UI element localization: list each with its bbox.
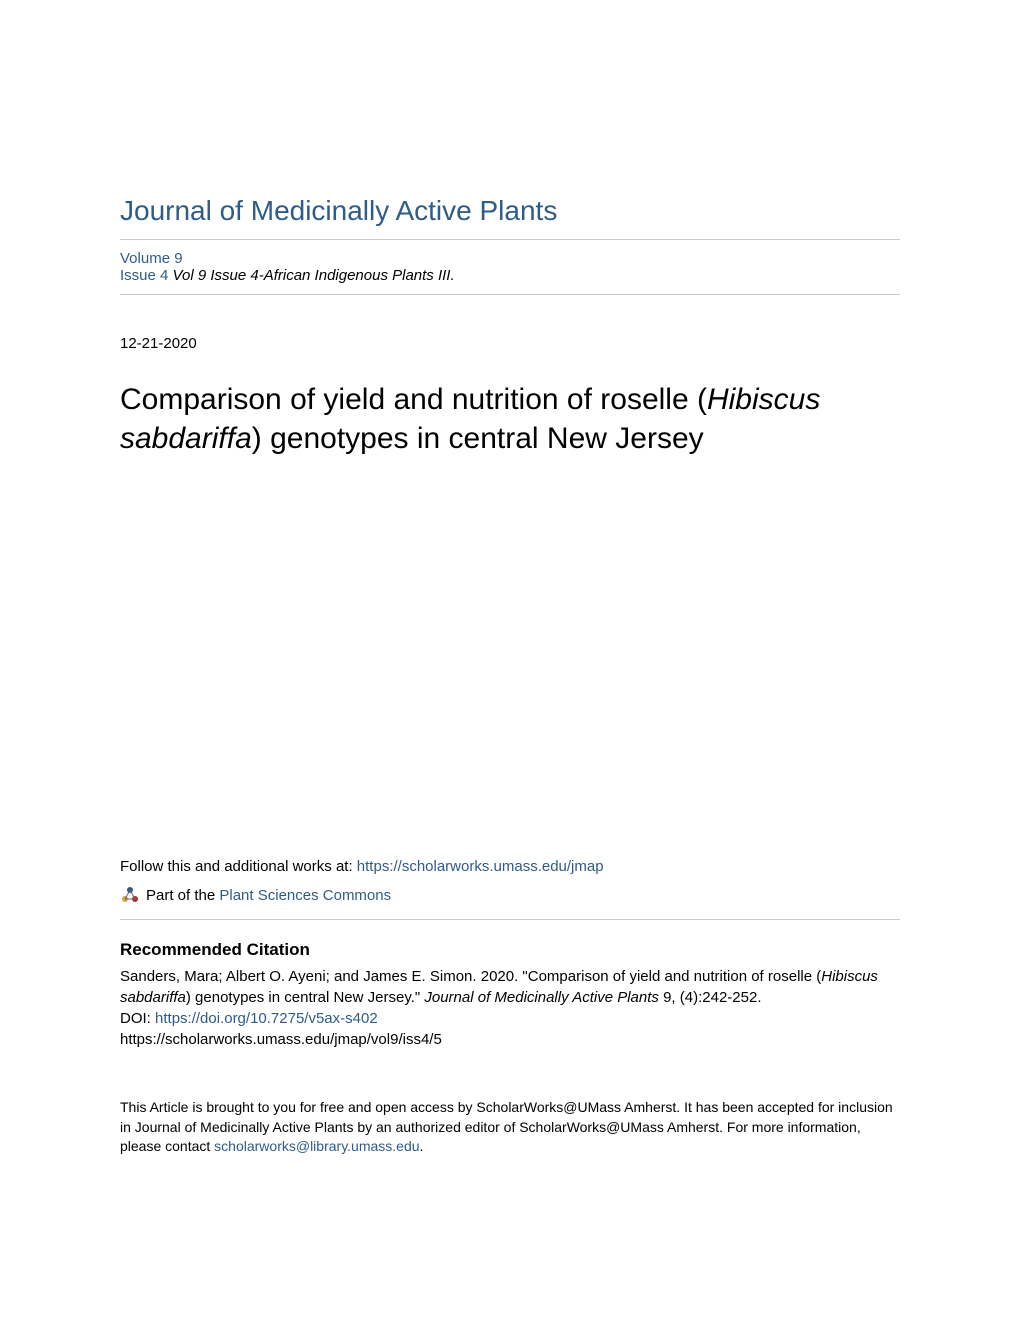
volume-link[interactable]: Volume 9 (120, 250, 183, 267)
issue-subtitle: Vol 9 Issue 4-African Indigenous Plants … (173, 267, 455, 284)
divider-citation (120, 919, 900, 920)
citation-line1-after: ) genotypes in central New Jersey." (186, 989, 424, 1006)
issue-link[interactable]: Issue 4 (120, 267, 168, 284)
issue-info: Volume 9 Issue 4 Vol 9 Issue 4-African I… (120, 250, 900, 284)
footer-text: This Article is brought to you for free … (120, 1098, 900, 1157)
footer-after: . (420, 1138, 424, 1154)
citation-journal: Journal of Medicinally Active Plants (424, 989, 659, 1006)
article-title-prefix: Comparison of yield and nutrition of ros… (120, 383, 707, 416)
network-icon (120, 885, 140, 905)
part-of-section: Part of the Plant Sciences Commons (120, 885, 900, 905)
citation-doi-prefix: DOI: (120, 1010, 155, 1027)
citation-text: Sanders, Mara; Albert O. Ayeni; and Jame… (120, 966, 900, 1050)
follow-section: Follow this and additional works at: htt… (120, 858, 900, 875)
publication-date: 12-21-2020 (120, 335, 900, 352)
citation-line1-tail: 9, (4):242-252. (659, 989, 762, 1006)
follow-prefix: Follow this and additional works at: (120, 858, 357, 875)
divider-top (120, 239, 900, 240)
footer-contact-link[interactable]: scholarworks@library.umass.edu (214, 1138, 419, 1154)
article-title-suffix: ) genotypes in central New Jersey (252, 422, 704, 455)
journal-title: Journal of Medicinally Active Plants (120, 195, 900, 227)
citation-url: https://scholarworks.umass.edu/jmap/vol9… (120, 1031, 442, 1048)
article-title: Comparison of yield and nutrition of ros… (120, 380, 900, 458)
divider-issue (120, 294, 900, 295)
part-of-link[interactable]: Plant Sciences Commons (219, 887, 391, 904)
journal-title-link[interactable]: Journal of Medicinally Active Plants (120, 195, 557, 226)
citation-heading: Recommended Citation (120, 940, 900, 960)
part-of-prefix: Part of the (146, 887, 219, 904)
citation-doi-link[interactable]: https://doi.org/10.7275/v5ax-s402 (155, 1010, 378, 1027)
citation-line1: Sanders, Mara; Albert O. Ayeni; and Jame… (120, 968, 821, 985)
follow-link[interactable]: https://scholarworks.umass.edu/jmap (357, 858, 604, 875)
